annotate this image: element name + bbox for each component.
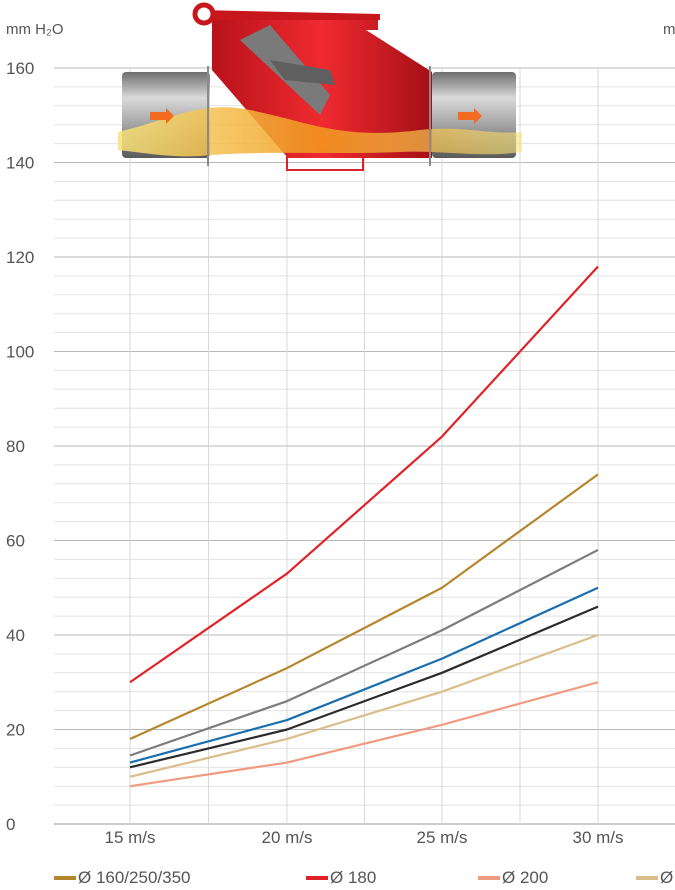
y-tick-label: 160 (6, 59, 34, 78)
valve-top-rail (200, 10, 380, 20)
y-axis-label-right: m (663, 21, 675, 38)
legend-item: Ø 160/250/350 (54, 866, 190, 890)
y-tick-label: 80 (6, 437, 25, 456)
y-tick-label: 40 (6, 626, 25, 645)
series-line (129, 473, 599, 740)
y-tick-label: 120 (6, 248, 34, 267)
y-axis-label: mm H₂O (6, 21, 63, 38)
legend-label: Ø (660, 868, 674, 887)
y-tick-labels: 0 20 40 60 80 100 120 140 160 (6, 59, 34, 834)
series-layer (129, 265, 599, 788)
series-line (129, 633, 599, 778)
airflow-stream (118, 107, 522, 157)
valve-actuator-mount (270, 60, 335, 85)
series-line (129, 586, 599, 764)
x-tick-label: 25 m/s (416, 828, 467, 847)
x-tick-label: 15 m/s (104, 828, 155, 847)
y-tick-label: 100 (6, 343, 34, 362)
vertical-gridlines (129, 68, 599, 824)
legend-item: Ø 200 (478, 866, 548, 890)
legend-label: Ø 200 (502, 868, 549, 887)
series-line (129, 265, 599, 684)
y-tick-label: 140 (6, 154, 34, 173)
arrow-right-icon (150, 108, 174, 124)
y-tick-label: 20 (6, 721, 25, 740)
legend-item: Ø (636, 866, 673, 890)
y-tick-label: 60 (6, 532, 25, 551)
x-tick-label: 30 m/s (572, 828, 623, 847)
legend-label: Ø 180 (330, 868, 377, 887)
x-tick-labels: 15 m/s 20 m/s 25 m/s 30 m/s (104, 828, 623, 847)
legend-swatch (54, 876, 76, 880)
legend-swatch (306, 876, 328, 880)
valve-ring (192, 2, 216, 26)
series-line (129, 605, 599, 769)
legend: Ø 160/250/350 Ø 180 Ø 200 Ø (54, 866, 675, 890)
legend-item: Ø 180 (306, 866, 376, 890)
x-tick-label: 20 m/s (261, 828, 312, 847)
legend-swatch (478, 876, 500, 880)
series-line (129, 548, 599, 757)
series-line (129, 681, 599, 788)
y-tick-label: 0 (6, 815, 15, 834)
arrow-right-icon (458, 108, 482, 124)
legend-label: Ø 160/250/350 (78, 868, 191, 887)
legend-swatch (636, 876, 658, 880)
pipe-valve-illustration (118, 2, 522, 171)
